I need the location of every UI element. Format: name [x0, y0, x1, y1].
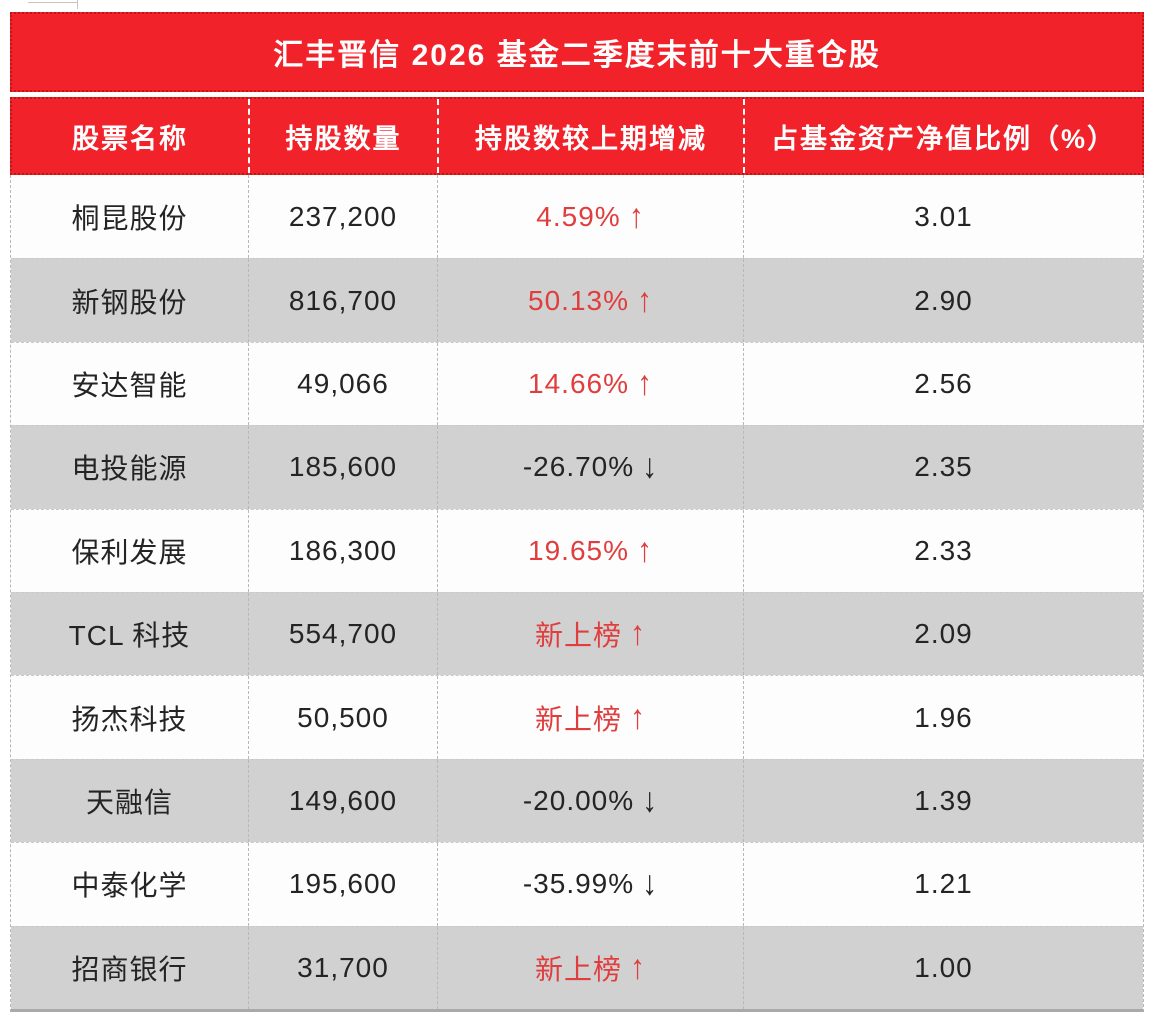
top-holdings-table: 汇丰晋信 2026 基金二季度末前十大重仓股 股票名称 持股数量 持股数较上期增… — [10, 12, 1144, 1012]
stock-name-cell: 中泰化学 — [11, 843, 249, 926]
change-value: 50.13% — [528, 284, 629, 316]
change-value: -35.99% — [522, 868, 635, 900]
stock-name-cell: 招商银行 — [11, 926, 249, 1009]
ratio-cell: 1.21 — [914, 868, 973, 900]
ratio-cell: 1.39 — [914, 784, 973, 816]
change-cell: 19.65% ↑ — [438, 509, 744, 592]
ratio-cell: 2.35 — [914, 451, 973, 483]
shares-cell: 237,200 — [249, 175, 438, 259]
change-value: -26.70% — [522, 451, 635, 483]
ratio-cell: 1.96 — [914, 701, 973, 733]
header-shares-held: 持股数量 — [250, 99, 439, 173]
ratio-cell: 1.00 — [914, 951, 973, 983]
change-cell: 4.59% ↑ — [438, 175, 744, 259]
up-arrow-icon: ↑ — [630, 948, 646, 987]
down-arrow-icon: ↓ — [642, 447, 659, 486]
change-cell: 50.13% ↑ — [438, 259, 744, 342]
ratio-cell: 2.90 — [914, 284, 973, 316]
shares-cell: 195,600 — [249, 843, 438, 926]
spreadsheet-gridline-artifact-vertical — [77, 0, 78, 9]
down-arrow-icon: ↓ — [642, 781, 659, 820]
change-value: -20.00% — [522, 784, 635, 816]
stock-name-cell: 保利发展 — [11, 509, 249, 592]
shares-cell: 816,700 — [249, 259, 438, 342]
shares-cell: 49,066 — [249, 342, 438, 426]
stock-name-cell: 安达智能 — [11, 342, 249, 426]
table-row: 招商银行 31,700 新上榜 ↑ 1.00 — [11, 925, 1143, 1009]
stock-name-cell: 电投能源 — [11, 426, 249, 509]
stock-name-cell: 新钢股份 — [11, 259, 249, 342]
change-cell: 新上榜 ↑ — [438, 676, 744, 759]
table-title: 汇丰晋信 2026 基金二季度末前十大重仓股 — [10, 12, 1144, 92]
stock-name-cell: TCL 科技 — [11, 592, 249, 676]
shares-cell: 554,700 — [249, 592, 438, 676]
change-value: 新上榜 — [534, 620, 622, 652]
change-cell: -26.70% ↓ — [438, 426, 744, 509]
up-arrow-icon: ↑ — [636, 531, 653, 570]
change-value: 14.66% — [528, 367, 629, 399]
table-header-row: 股票名称 持股数量 持股数较上期增减 占基金资产净值比例（%） — [10, 97, 1144, 175]
change-value: 新上榜 — [534, 703, 622, 735]
spreadsheet-gridline-artifact-horizontal — [28, 2, 78, 3]
stock-name-cell: 扬杰科技 — [11, 676, 249, 759]
shares-cell: 50,500 — [249, 676, 438, 759]
title-header-divider — [10, 92, 1144, 97]
table-row: 新钢股份 816,700 50.13% ↑ 2.90 — [11, 258, 1143, 342]
table-row: 天融信 149,600 -20.00% ↓ 1.39 — [11, 758, 1143, 843]
table-row: 中泰化学 195,600 -35.99% ↓ 1.21 — [11, 842, 1143, 926]
up-arrow-icon: ↑ — [630, 614, 646, 653]
header-change-vs-prev: 持股数较上期增减 — [439, 99, 745, 173]
ratio-cell: 2.09 — [914, 618, 973, 650]
change-value: 4.59% — [536, 200, 621, 232]
table-row: 保利发展 186,300 19.65% ↑ 2.33 — [11, 508, 1143, 592]
ratio-cell: 2.56 — [914, 367, 973, 399]
up-arrow-icon: ↑ — [630, 697, 646, 736]
shares-cell: 149,600 — [249, 759, 438, 843]
stock-name-cell: 天融信 — [11, 759, 249, 843]
up-arrow-icon: ↑ — [636, 281, 653, 319]
shares-cell: 31,700 — [249, 926, 438, 1009]
header-stock-name: 股票名称 — [12, 99, 250, 173]
shares-cell: 185,600 — [249, 426, 438, 509]
ratio-cell: 3.01 — [914, 200, 973, 232]
ratio-cell: 2.33 — [914, 534, 973, 566]
table-row: 桐昆股份 237,200 4.59% ↑ 3.01 — [11, 175, 1143, 259]
table-row: 电投能源 185,600 -26.70% ↓ 2.35 — [11, 425, 1143, 509]
shares-cell: 186,300 — [249, 509, 438, 592]
header-nav-ratio: 占基金资产净值比例（%） — [770, 123, 1116, 154]
change-value: 19.65% — [528, 534, 629, 566]
change-cell: 新上榜 ↑ — [438, 592, 744, 676]
table-row: TCL 科技 554,700 新上榜 ↑ 2.09 — [11, 591, 1143, 676]
change-cell: 新上榜 ↑ — [438, 926, 744, 1009]
table-body: 桐昆股份 237,200 4.59% ↑ 3.01 新钢股份 816,700 5… — [10, 175, 1144, 1012]
change-cell: 14.66% ↑ — [438, 342, 744, 426]
table-row: 扬杰科技 50,500 新上榜 ↑ 1.96 — [11, 675, 1143, 759]
stock-name-cell: 桐昆股份 — [11, 175, 249, 259]
change-value: 新上榜 — [534, 953, 622, 985]
table-row: 安达智能 49,066 14.66% ↑ 2.56 — [11, 341, 1143, 426]
up-arrow-icon: ↑ — [628, 197, 645, 236]
change-cell: -35.99% ↓ — [438, 843, 744, 926]
down-arrow-icon: ↓ — [642, 864, 659, 903]
up-arrow-icon: ↑ — [636, 364, 653, 403]
change-cell: -20.00% ↓ — [438, 759, 744, 843]
